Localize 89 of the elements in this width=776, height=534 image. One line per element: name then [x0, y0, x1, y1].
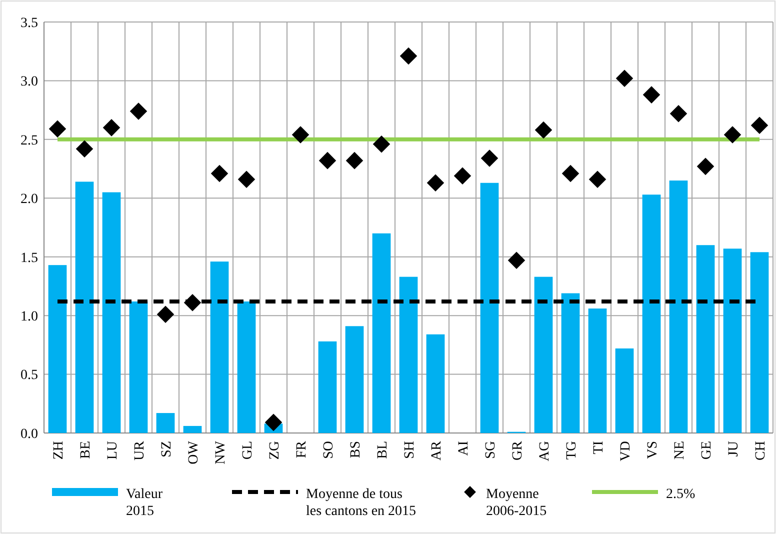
point	[616, 70, 634, 87]
point	[156, 306, 174, 324]
bar	[723, 248, 742, 433]
point	[750, 116, 768, 134]
bar	[642, 194, 661, 433]
x-tick-label: VS	[645, 441, 660, 459]
bar	[669, 180, 688, 433]
y-tick-label: 0.5	[20, 368, 38, 384]
y-tick-label: 2.5	[20, 133, 38, 148]
bar	[615, 348, 634, 433]
x-tick-label: LU	[105, 441, 120, 460]
x-tick-label: ZG	[267, 441, 282, 460]
bar	[561, 293, 580, 433]
bar	[75, 182, 94, 433]
x-tick-label: ZH	[51, 441, 66, 460]
bar	[156, 413, 175, 433]
point	[696, 158, 714, 176]
bar	[534, 276, 553, 433]
bar	[696, 245, 715, 433]
x-tick-label: GE	[699, 441, 714, 460]
bar	[237, 301, 256, 433]
x-tick-label: BS	[348, 441, 364, 458]
x-tick-label: JU	[726, 441, 742, 457]
x-tick-label: GL	[240, 441, 256, 460]
y-tick-label: 2.0	[20, 192, 38, 208]
x-tick-label: CH	[753, 441, 768, 460]
x-tick-label: BL	[375, 441, 390, 459]
point	[238, 170, 256, 188]
point	[372, 135, 390, 153]
x-tick-label: SO	[321, 441, 336, 459]
bar	[750, 252, 769, 433]
point	[264, 414, 282, 432]
point	[480, 150, 498, 167]
point	[184, 294, 202, 312]
y-tick-label: 1.5	[20, 250, 38, 266]
x-tick-label: SG	[483, 441, 498, 459]
x-tick-label: BE	[78, 441, 94, 459]
legend-label: Valeur 2015	[126, 487, 163, 519]
point	[562, 164, 580, 182]
point	[642, 86, 660, 104]
bar	[372, 233, 391, 433]
point	[426, 174, 444, 192]
x-tick-label: AI	[456, 440, 472, 456]
point	[346, 152, 364, 170]
x-tick-label: AR	[429, 440, 444, 460]
bar	[399, 276, 418, 433]
point	[102, 119, 120, 136]
point	[670, 104, 688, 122]
bar	[480, 182, 499, 433]
x-tick-label: GR	[510, 440, 526, 460]
x-tick-label: VD	[618, 441, 634, 462]
legend-label: 2.5%	[666, 487, 696, 502]
point	[534, 121, 552, 139]
point	[210, 164, 228, 182]
point	[292, 126, 310, 144]
point	[130, 102, 148, 120]
legend-label: Moyenne 2006-2015	[486, 487, 547, 519]
bar	[102, 192, 121, 433]
x-tick-label: SH	[402, 441, 418, 459]
x-tick-label: FR	[294, 440, 310, 458]
x-tick-label: UR	[132, 440, 148, 460]
bar	[210, 262, 229, 433]
bar	[48, 265, 67, 433]
point	[318, 152, 336, 170]
x-tick-label: TG	[564, 441, 580, 460]
bar	[318, 341, 337, 433]
point	[76, 140, 94, 158]
x-tick-label: NW	[213, 440, 228, 464]
x-tick-label: NE	[672, 441, 688, 460]
point	[588, 170, 606, 188]
legend-label: Moyenne de tous les cantons en 2015	[306, 487, 416, 519]
y-tick-label: 1.0	[20, 309, 38, 324]
bar	[588, 308, 607, 433]
x-tick-label: SZ	[159, 441, 174, 458]
y-tick-label: 3.0	[20, 74, 38, 90]
bar	[426, 334, 445, 433]
bar	[129, 301, 148, 433]
x-tick-label: TI	[591, 440, 606, 454]
bar	[183, 426, 202, 433]
point	[48, 120, 66, 138]
bar	[345, 326, 364, 433]
x-tick-label: AG	[537, 441, 552, 462]
point	[508, 252, 526, 270]
x-tick-label: OW	[186, 440, 202, 464]
y-tick-label: 0.0	[20, 426, 38, 442]
point	[724, 126, 742, 144]
point	[454, 167, 472, 184]
y-tick-label: 3.5	[20, 16, 38, 31]
point	[400, 47, 418, 65]
